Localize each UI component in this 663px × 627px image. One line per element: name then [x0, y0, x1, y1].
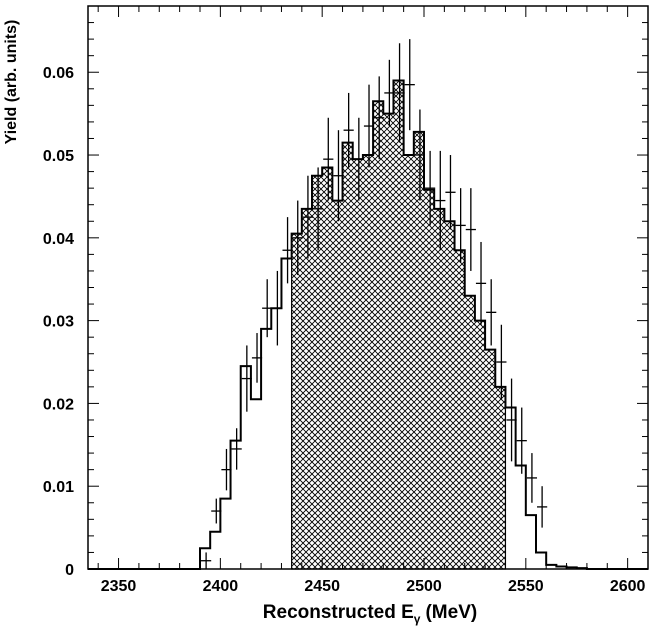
data-point [343, 92, 354, 168]
y-tick-label: 0.05 [43, 148, 74, 165]
data-point [272, 270, 283, 346]
x-tick-label: 2600 [610, 578, 646, 595]
data-point [251, 333, 263, 383]
data-points [201, 39, 548, 569]
x-axis-title-main: Reconstructed E [263, 602, 414, 623]
data-point [211, 498, 222, 524]
data-point [292, 200, 303, 276]
y-tick-label: 0.04 [43, 231, 74, 248]
data-point [282, 217, 293, 284]
data-point [435, 150, 446, 251]
y-tick-label: 0.01 [43, 479, 74, 496]
data-point [455, 188, 466, 263]
x-tick-label: 2350 [101, 578, 137, 595]
data-point [425, 150, 436, 226]
data-point [516, 407, 527, 474]
data-point [404, 39, 415, 131]
data-point [526, 453, 538, 503]
data-point [302, 175, 314, 259]
data-point [414, 109, 426, 201]
histogram-line [88, 79, 648, 570]
data-point [374, 76, 385, 160]
y-axis-title: Yield (arb. units) [3, 20, 20, 145]
y-tick-label: 0 [65, 562, 74, 579]
x-axis-title-sub: γ [414, 612, 421, 626]
data-point [496, 324, 507, 400]
x-tick-label: 2550 [508, 578, 544, 595]
data-point [475, 241, 487, 325]
data-point [537, 486, 548, 528]
data-point [445, 155, 456, 230]
axis-ticks [88, 5, 649, 570]
data-point [333, 130, 344, 222]
data-point [465, 188, 476, 271]
x-tick-label: 2450 [304, 578, 340, 595]
data-point [201, 552, 212, 569]
data-point [353, 117, 364, 201]
data-point [486, 279, 497, 346]
data-point [384, 59, 395, 127]
x-axis-title-unit: (MeV) [425, 602, 477, 623]
data-point [323, 117, 334, 201]
data-point [313, 167, 324, 251]
x-tick-label: 2500 [406, 578, 442, 595]
y-tick-label: 0.06 [43, 65, 74, 82]
x-tick-label: 2400 [203, 578, 239, 595]
data-point [221, 448, 232, 491]
data-point [241, 345, 252, 412]
data-point [231, 428, 242, 470]
shaded-area [291, 79, 507, 570]
data-point [394, 43, 405, 143]
data-point [363, 84, 375, 168]
tick-labels: 2350 2400 2450 2500 2550 2600 0 0.01 0.02 0.03 0.0… [43, 65, 646, 595]
data-point [506, 378, 517, 462]
x-axis-title: Reconstructed Eγ (MeV) [263, 602, 477, 626]
data-point [262, 279, 273, 338]
y-tick-label: 0.02 [43, 396, 74, 413]
shaded-region [291, 79, 507, 570]
y-tick-label: 0.03 [43, 314, 74, 331]
